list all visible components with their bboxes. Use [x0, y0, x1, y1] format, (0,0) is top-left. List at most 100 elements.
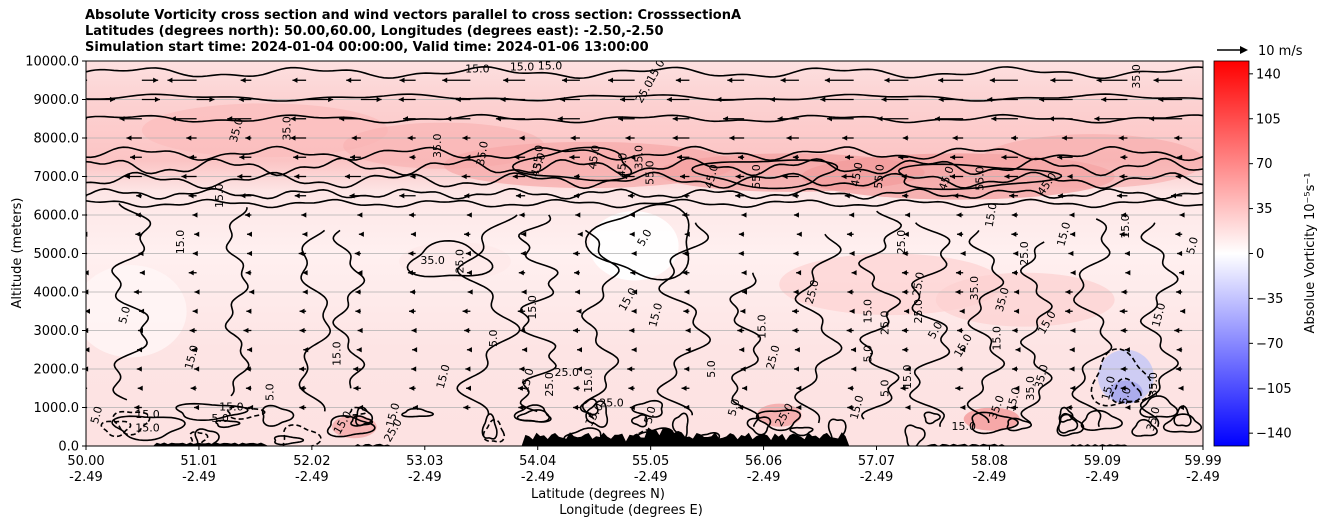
contour-loop [1056, 413, 1085, 437]
contour-label: 55.0 [750, 164, 763, 189]
contour-label: 15.0 [1099, 375, 1118, 402]
wind-vector-head [153, 77, 159, 83]
contour-label: 35.0 [1032, 363, 1051, 390]
wind-vector-head [738, 231, 744, 237]
wind-vector-head [938, 96, 944, 103]
wind-vector-head [1014, 385, 1020, 391]
wind-vector-head [570, 135, 576, 141]
wind-vector-head [881, 96, 887, 103]
contour-label: 15.0 [862, 299, 875, 324]
wind-vector-head [631, 250, 637, 257]
contour-loop [1058, 406, 1074, 423]
wind-vector-head [741, 270, 747, 276]
wind-vector-head [136, 366, 142, 372]
wind-vector-head [794, 347, 800, 353]
contour-label: 35.0 [280, 116, 293, 141]
wind-vector-head [672, 116, 678, 122]
quiver-key-label: 10 m/s [1258, 44, 1303, 59]
wind-vector-head [622, 173, 628, 180]
contour-label: 5.0 [487, 329, 500, 347]
chart-title-line-3: Simulation start time: 2024-01-04 00:00:… [85, 40, 649, 55]
contour-loop [923, 411, 941, 425]
wind-vector-head [1057, 154, 1063, 160]
contour-label: 15.0 [182, 344, 201, 371]
contour-label: 15.0 [1119, 214, 1132, 239]
contour-line [111, 202, 152, 401]
wind-vector-head [135, 212, 141, 218]
wind-vector-head [960, 404, 966, 411]
contour-label: 25.0 [912, 299, 925, 324]
wind-vector-head [716, 96, 722, 103]
wind-vector-head [238, 96, 244, 103]
wind-vector-head [739, 347, 745, 353]
wind-vector-head [517, 385, 523, 391]
wind-vector-head [1120, 154, 1126, 160]
contour-loop [789, 426, 814, 437]
wind-vector-head [191, 347, 197, 353]
wind-vector-head [991, 116, 997, 122]
contour-loop [401, 407, 435, 418]
wind-vector-head [849, 250, 855, 257]
contour-loop [350, 415, 374, 427]
wind-vector-head [782, 173, 788, 180]
wind-vector-head [442, 77, 448, 83]
wind-vector-head [464, 327, 470, 334]
contour-loop [563, 427, 605, 446]
wind-vector-head [192, 308, 198, 314]
contour-line [332, 229, 366, 389]
wind-vector-head [86, 231, 88, 237]
wind-vector-head [410, 173, 416, 180]
x-tick-label-lon: -2.49 [408, 470, 442, 485]
wind-vector-head [740, 308, 746, 314]
contour-loop [1139, 395, 1179, 419]
wind-vector-head [1094, 116, 1100, 122]
contour-line [298, 229, 332, 412]
contour-label: 15.0 [174, 230, 187, 255]
contour-label: 25.0 [454, 249, 467, 274]
wind-vector-head [796, 231, 802, 237]
contour-label: 15.0 [434, 363, 453, 390]
wind-vector-head [357, 270, 363, 276]
wind-vector-head [901, 270, 907, 276]
wind-vector-head [620, 96, 626, 103]
contour-label: 15.0 [901, 364, 914, 389]
wind-vector-head [901, 173, 907, 180]
wind-vector-head [957, 366, 963, 372]
wind-vector-head [1121, 289, 1127, 295]
contour-label: 15.0 [384, 402, 403, 429]
wind-vector-head [137, 347, 143, 353]
wind-vector-head [139, 308, 145, 314]
wind-vector-head [246, 231, 252, 237]
wind-vector-head [684, 231, 690, 237]
wind-vector-head [86, 347, 90, 353]
wind-vector-head [900, 385, 906, 391]
wind-vector-head [237, 173, 243, 180]
contour-line [86, 145, 1203, 162]
contour-label: 35.0 [420, 254, 445, 267]
contour-label: 35.0 [474, 140, 491, 166]
wind-vector-head [627, 366, 633, 372]
colorbar-tick-label: −35 [1256, 292, 1283, 307]
contour-label: 5.0 [862, 345, 875, 363]
contour-loop [746, 416, 772, 436]
colorbar-tick-label: 35 [1256, 202, 1273, 217]
wind-vector-head [465, 366, 471, 372]
wind-vector-head [842, 135, 848, 141]
contour-loop [691, 159, 839, 190]
terrain [86, 427, 1203, 446]
wind-vector-head [512, 173, 518, 180]
wind-vector-head [154, 96, 160, 103]
wind-vector-head [465, 250, 471, 257]
wind-vector-head [1175, 366, 1181, 372]
wind-vector-head [249, 289, 255, 295]
wind-vector-head [901, 327, 907, 334]
wind-vector-head [849, 212, 855, 218]
wind-vector-head [851, 347, 857, 353]
wind-vector-head [1066, 404, 1072, 411]
wind-vector-head [956, 212, 962, 218]
contour-loop [584, 203, 690, 281]
y-tick-label: 1000.0 [34, 401, 80, 416]
colorbar-tick-label: −140 [1256, 427, 1292, 442]
wind-vector-head [792, 154, 798, 160]
wind-vector-head [408, 250, 414, 257]
